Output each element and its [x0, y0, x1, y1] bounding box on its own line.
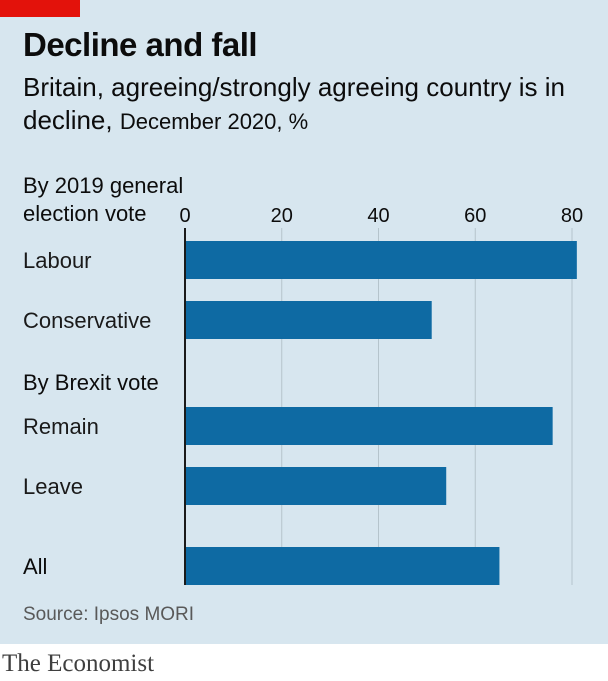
brand-wordmark: The Economist [2, 650, 155, 677]
category-label: Remain [23, 414, 99, 439]
x-tick-label: 60 [464, 205, 486, 227]
chart-title: Decline and fall [23, 26, 258, 63]
x-tick-label: 0 [179, 205, 190, 227]
category-label: All [23, 554, 47, 579]
bars [185, 241, 577, 585]
source-note: Source: Ipsos MORI [23, 604, 195, 625]
category-label: Labour [23, 248, 92, 273]
chart-subtitle: Britain, agreeing/strongly agreeing coun… [23, 71, 593, 138]
group-label: By 2019 general [23, 173, 183, 198]
category-label: Leave [23, 474, 83, 499]
labels: 0 20 40 60 80 By 2019 general election vote By … [23, 173, 583, 579]
category-label: Conservative [23, 308, 151, 333]
bar-all [185, 547, 500, 585]
bar-labour [185, 241, 577, 279]
gridlines [281, 228, 573, 585]
bar-leave [185, 467, 447, 505]
bar-remain [185, 407, 553, 445]
group-label: By Brexit vote [23, 370, 159, 395]
bar-conservative [185, 301, 432, 339]
x-tick-label: 20 [271, 205, 293, 227]
brand-red-tag [0, 0, 80, 17]
x-tick-label: 80 [561, 205, 583, 227]
x-tick-label: 40 [367, 205, 389, 227]
group-label: election vote [23, 201, 147, 226]
bar-chart: 0 20 40 60 80 By 2019 general election vote By … [23, 173, 583, 585]
subtitle-note: December 2020, % [119, 109, 309, 134]
subtitle-main: Britain, agreeing/strongly agreeing coun… [23, 72, 565, 135]
